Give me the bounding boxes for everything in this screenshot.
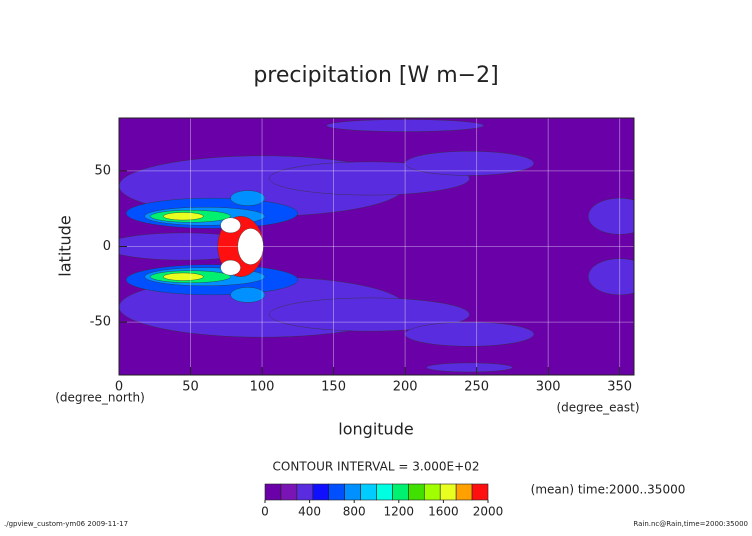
colorbar-tick-label: 1600 [428,505,459,519]
contour-region [163,272,204,281]
colorbar-swatch [455,483,473,501]
x-tick-label: 0 [115,380,123,395]
colorbar-tick-label: 800 [343,505,366,519]
x-tick-label: 100 [250,380,275,395]
contour-region [220,217,241,234]
note: (mean) time:2000..35000 [531,483,686,497]
colorbar-swatch [280,483,298,501]
x-tick-label: 250 [464,380,489,395]
x-unit: (degree_east) [556,401,639,415]
colorbar-swatch [423,483,441,501]
x-tick-label: 150 [321,380,346,395]
colorbar-swatch [439,483,457,501]
chart-title: precipitation [W m−2] [253,63,498,88]
y-unit: (degree_north) [55,391,145,405]
contour-region [269,297,470,332]
x-tick-label: 200 [393,380,418,395]
contour-region [230,190,266,206]
colorbar-tick-label: 2000 [473,505,504,519]
colorbar-swatch [296,483,314,501]
colorbar-tick-label: 400 [298,505,321,519]
colorbar-swatch [392,483,409,501]
contour-region [237,228,264,265]
contour-region [588,197,634,235]
y-tick-label: 0 [103,239,111,254]
contour-region [404,151,535,176]
y-tick-label: -50 [90,315,111,330]
contour-region [230,287,266,303]
colorbar-swatch [471,483,489,501]
x-tick-label: 50 [182,380,199,395]
contour-region [326,119,484,132]
y-tick-label: 50 [94,163,111,178]
colorbar-swatch [376,483,393,501]
contour-region [220,259,241,276]
x-axis-label: longitude [338,420,413,439]
contour-region [588,258,634,296]
plot-frame [118,117,635,376]
colorbar-swatch [312,483,330,501]
x-tick-label: 350 [607,380,632,395]
contour-region [163,212,204,221]
colorbar-swatch [408,483,425,501]
colorbar-tick-label: 1200 [384,505,415,519]
colorbar-swatch [360,483,377,501]
contour-region [404,321,535,347]
x-tick-label: 300 [536,380,561,395]
colorbar-tick-label: 0 [261,505,269,519]
contour-region [426,362,513,373]
colorbar-swatch [344,483,361,501]
colorbar-swatch [264,483,282,501]
colorbar-swatch [328,483,345,501]
contour-interval: CONTOUR INTERVAL = 3.000E+02 [273,460,480,474]
footer-right: Rain.nc@Rain,time=2000:35000 [633,520,748,528]
y-axis-label: latitude [56,215,75,276]
footer-left: ./gpview_custom-ym06 2009-11-17 [4,520,128,528]
